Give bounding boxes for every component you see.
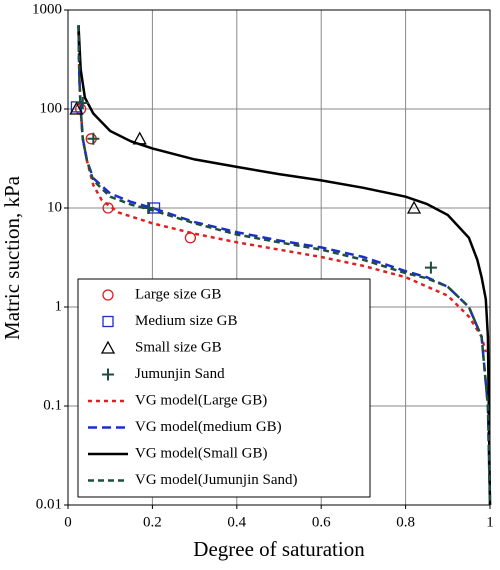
point — [406, 200, 422, 214]
legend-label: Small size GB — [135, 339, 222, 355]
point — [69, 101, 84, 115]
point — [102, 202, 114, 214]
x-axis-label: Degree of saturation — [193, 537, 365, 561]
model-curve — [77, 25, 492, 506]
y-tick-label: 10 — [47, 199, 62, 215]
legend-swatch — [102, 368, 114, 381]
y-tick-label: 0.1 — [43, 397, 62, 413]
point — [184, 232, 197, 244]
y-axis-label: Matric suction, kPa — [0, 175, 24, 340]
x-tick-label: 0 — [64, 514, 72, 530]
plot-frame — [67, 9, 491, 506]
model-curve — [77, 25, 492, 506]
point — [142, 202, 155, 214]
point — [87, 132, 100, 145]
legend-box — [77, 278, 371, 498]
x-tick-label: 0.2 — [143, 514, 162, 530]
legend-label: VG model(medium GB) — [135, 419, 282, 435]
y-tick-label: 0.01 — [36, 496, 62, 512]
x-tick-label: 0.6 — [312, 514, 331, 530]
legend-label: Medium size GB — [135, 313, 238, 329]
x-tick-label: 0.4 — [227, 514, 246, 530]
legend-label: Jumunjin Sand — [135, 366, 225, 382]
legend: Large size GB Medium size GB Small size GB… — [77, 278, 371, 498]
legend-label: VG model(Small GB) — [135, 445, 268, 461]
y-tick-label: 100 — [40, 100, 63, 116]
legend-swatch — [100, 340, 116, 354]
y-tick-label: 1000 — [32, 1, 62, 17]
x-tick-label: 1 — [486, 514, 494, 530]
x-tick-label: 0.8 — [396, 514, 415, 530]
y-tick-label: 1 — [55, 298, 63, 314]
model-curve — [77, 25, 492, 506]
legend-label: Large size GB — [135, 286, 221, 302]
point — [76, 96, 89, 109]
legend-label: VG model(Jumunjin Sand) — [135, 472, 298, 488]
legend-swatch — [102, 289, 114, 301]
point — [424, 261, 437, 274]
legend-label: VG model(Large GB) — [135, 392, 267, 408]
legend-swatch — [102, 315, 114, 328]
point — [132, 131, 147, 145]
